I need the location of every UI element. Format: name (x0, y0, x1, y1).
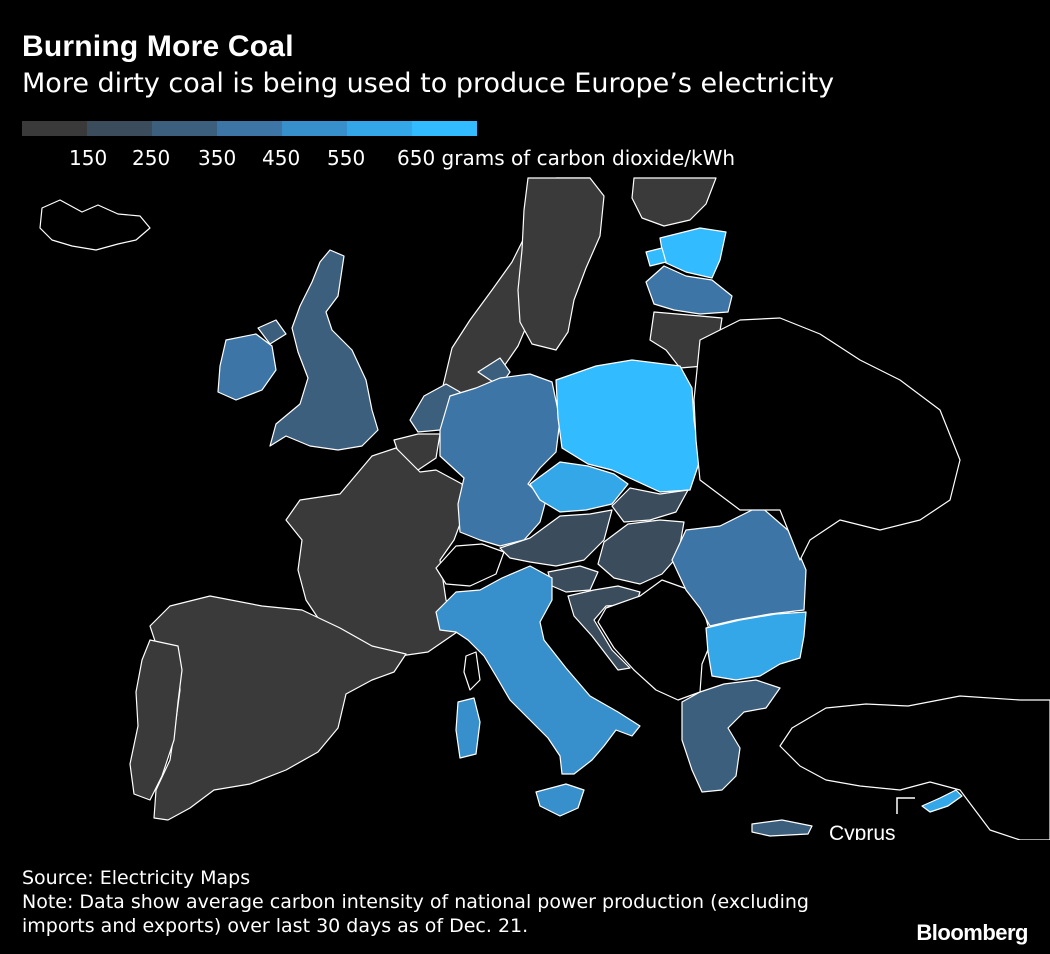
legend-swatch (152, 121, 217, 136)
region-corsica (463, 651, 481, 691)
legend-swatch (347, 121, 412, 136)
legend-swatch (87, 121, 152, 136)
region-poland (555, 359, 701, 493)
region-balkans (597, 579, 713, 701)
legend-tick: 550 (327, 146, 366, 170)
region-estonia (659, 227, 727, 279)
legend-tick: 150 (69, 146, 108, 170)
cyprus-callout: Cyprus (829, 797, 915, 840)
region-sicily (535, 783, 585, 817)
region-uk-northern-ireland (257, 319, 287, 345)
region-hungary (597, 519, 685, 585)
legend-tick: 250 (132, 146, 171, 170)
region-cyprus (921, 789, 963, 813)
region-latvia (645, 265, 733, 315)
chart-subtitle: More dirty coal is being used to produce… (22, 68, 835, 99)
region-slovakia (611, 487, 689, 523)
region-greece (681, 679, 781, 793)
region-bulgaria (705, 611, 807, 681)
region-austria (499, 509, 613, 567)
legend-tick: 350 (198, 146, 237, 170)
region-italy (435, 565, 641, 775)
region-sweden (517, 177, 605, 351)
region-uk (269, 249, 379, 451)
note-text-line2: imports and exports) over last 30 days a… (22, 915, 529, 937)
region-czechia (529, 461, 629, 513)
legend-swatch (412, 121, 477, 136)
bloomberg-logo: Bloomberg (916, 920, 1028, 945)
region-belarus-ukraine (693, 317, 961, 561)
region-crete (751, 819, 813, 837)
region-ireland (217, 333, 277, 401)
region-finland (631, 177, 717, 227)
legend-swatch (22, 121, 87, 136)
europe-map: Cyprus (39, 177, 1050, 840)
region-switzerland (435, 543, 505, 587)
note-text-line1: Note: Data show average carbon intensity… (22, 891, 809, 913)
legend-tick: 450 (262, 146, 301, 170)
region-croatia (567, 585, 641, 671)
region-turkey (779, 695, 1050, 840)
region-estonia-island (645, 247, 667, 267)
legend-tick: 650 grams of carbon dioxide/kWh (397, 146, 736, 170)
region-romania (671, 505, 807, 627)
cyprus-label: Cyprus (829, 822, 896, 840)
legend-ticks: 150 250 350 450 550 650 grams of carbon … (22, 146, 822, 176)
region-germany (439, 373, 561, 547)
legend-swatch (217, 121, 282, 136)
source-text: Source: Electricity Maps (22, 867, 251, 889)
region-portugal (129, 639, 183, 801)
region-iceland (39, 199, 151, 251)
legend-color-scale (22, 121, 477, 136)
region-slovenia (547, 565, 599, 593)
legend-swatch (282, 121, 347, 136)
chart-title: Burning More Coal (22, 30, 294, 63)
region-sardinia (455, 697, 481, 759)
footer-notes: Source: Electricity Maps Note: Data show… (22, 866, 809, 938)
